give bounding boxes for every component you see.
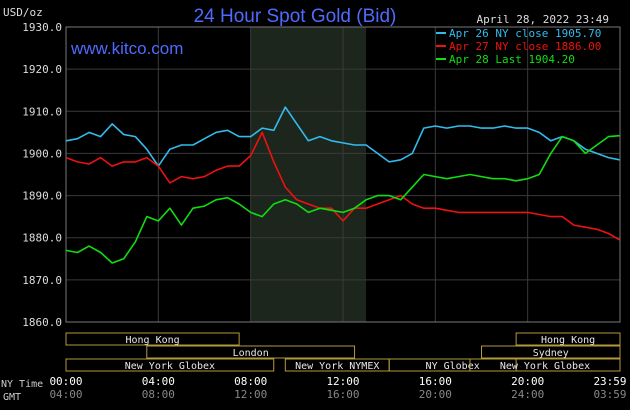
site-watermark: www.kitco.com xyxy=(70,39,183,58)
x-tick-label-gmt: 03:59 xyxy=(593,388,626,401)
y-tick-label: 1920.0 xyxy=(22,63,62,76)
x-tick-label-ny: 12:00 xyxy=(326,375,359,388)
session-label: Hong Kong xyxy=(541,335,595,346)
session-label: New York Globex xyxy=(125,361,215,372)
x-tick-label-ny: 04:00 xyxy=(142,375,175,388)
x-tick-label-gmt: 20:00 xyxy=(419,388,452,401)
trading-sessions: Hong Kong London New York Globex New York N… xyxy=(65,332,621,372)
y-tick-label: 1860.0 xyxy=(22,316,62,329)
y-tick-label: 1880.0 xyxy=(22,232,62,245)
x-tick-label-ny: 16:00 xyxy=(419,375,452,388)
row-label-gmt: GMT xyxy=(3,392,21,403)
session-box xyxy=(481,345,621,359)
unit-label: USD/oz xyxy=(3,6,43,19)
x-tick-label-gmt: 24:00 xyxy=(511,388,544,401)
x-tick-label-ny: 00:00 xyxy=(49,375,82,388)
y-tick-label: 1890.0 xyxy=(22,190,62,203)
y-axis-labels: 1930.0 1920.0 1910.0 1900.0 1890.0 1880.0 1870… xyxy=(22,21,62,329)
session-label: London xyxy=(233,348,269,359)
session-label: Sydney xyxy=(533,348,569,359)
x-tick-label-ny: 08:00 xyxy=(234,375,267,388)
row-label-ny-time: NY Time xyxy=(1,379,43,390)
legend-label-apr27: Apr 27 NY close 1886.00 xyxy=(449,40,601,53)
session-label: Hong Kong xyxy=(125,335,179,346)
x-tick-label-gmt: 08:00 xyxy=(142,388,175,401)
x-tick-label-gmt: 04:00 xyxy=(49,388,82,401)
nymex-highlight-band xyxy=(250,27,367,322)
session-label: New York Globex xyxy=(500,361,590,372)
session-box xyxy=(469,358,621,372)
x-tick-label-gmt: 12:00 xyxy=(234,388,267,401)
y-tick-label: 1910.0 xyxy=(22,105,62,118)
plot-frame xyxy=(65,26,621,323)
x-tick-label-ny: 23:59 xyxy=(593,375,626,388)
legend-label-apr26: Apr 26 NY close 1905.70 xyxy=(449,27,601,40)
session-label: New York NYMEX xyxy=(295,361,379,372)
session-label: NY Globex xyxy=(426,361,480,372)
session-box xyxy=(65,358,275,372)
timestamp: April 28, 2022 23:49 xyxy=(477,13,609,26)
y-tick-label: 1930.0 xyxy=(22,21,62,34)
session-box xyxy=(65,332,240,346)
chart-title: 24 Hour Spot Gold (Bid) xyxy=(194,6,397,27)
series-lines xyxy=(65,106,620,264)
session-box xyxy=(515,332,621,346)
y-tick-label: 1870.0 xyxy=(22,274,62,287)
series-line-apr28 xyxy=(65,134,620,264)
x-tick-label-ny: 20:00 xyxy=(511,375,544,388)
session-box xyxy=(146,345,356,359)
x-axis-labels: 00:00 04:00 08:00 12:00 16:00 20:00 23:5904:00… xyxy=(49,375,626,401)
series-line-apr27 xyxy=(65,131,620,241)
y-tick-label: 1900.0 xyxy=(22,147,62,160)
legend-label-apr28: Apr 28 Last 1904.20 xyxy=(449,53,575,66)
session-box xyxy=(388,358,517,372)
x-tick-label-gmt: 16:00 xyxy=(326,388,359,401)
